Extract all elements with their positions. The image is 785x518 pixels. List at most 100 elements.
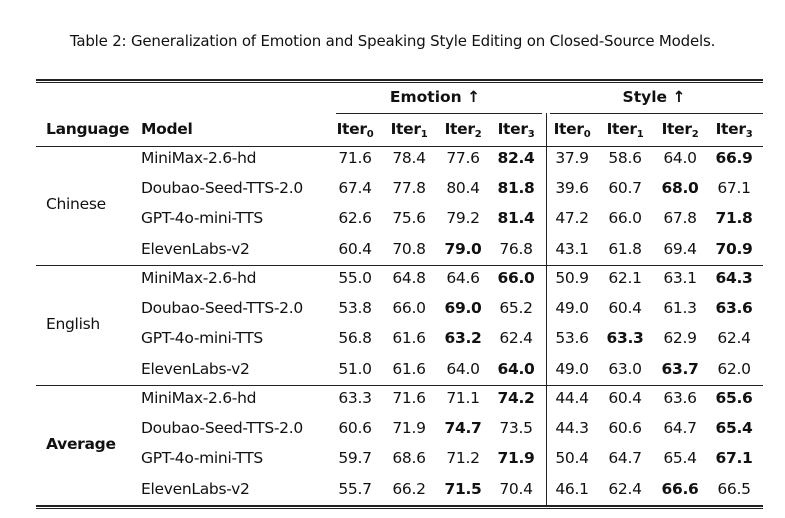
score-cell: 63.1 xyxy=(663,269,697,287)
score-cell: 60.6 xyxy=(338,419,372,438)
model-name: MiniMax-2.6-hd xyxy=(141,389,257,407)
score-cell: 51.0 xyxy=(338,359,372,378)
score-cell: 47.2 xyxy=(555,209,589,228)
iter-label: Iter xyxy=(444,120,475,138)
score-cell: 60.4 xyxy=(608,299,642,318)
score-cell: 61.3 xyxy=(663,299,697,318)
header-language: Language xyxy=(46,120,130,138)
score-cell: 66.0 xyxy=(497,269,535,287)
score-cell: 73.5 xyxy=(499,419,533,438)
score-cell: 65.6 xyxy=(715,389,753,407)
score-cell: 65.4 xyxy=(663,449,697,468)
score-cell: 50.9 xyxy=(555,269,589,287)
bottom-rule xyxy=(36,505,763,507)
score-cell: 70.9 xyxy=(715,239,753,258)
header-iter: Iter1 xyxy=(382,119,436,140)
score-cell: 62.6 xyxy=(338,209,372,228)
score-cell: 61.8 xyxy=(608,239,642,258)
header-rule xyxy=(36,146,763,147)
score-cell: 60.7 xyxy=(608,179,642,198)
score-cell: 81.4 xyxy=(497,209,535,228)
iter-label: Iter xyxy=(715,120,746,138)
header-iter: Iter3 xyxy=(489,119,543,140)
language-label: English xyxy=(46,315,100,333)
score-cell: 63.0 xyxy=(608,359,642,378)
score-cell: 80.4 xyxy=(446,179,480,198)
model-name: GPT-4o-mini-TTS xyxy=(141,449,263,468)
score-cell: 64.0 xyxy=(497,359,535,378)
score-cell: 71.8 xyxy=(715,209,753,228)
score-cell: 55.0 xyxy=(338,269,372,287)
group-header-emotion: Emotion ↑ xyxy=(389,88,481,106)
score-cell: 69.4 xyxy=(663,239,697,258)
score-cell: 74.7 xyxy=(444,419,482,438)
score-cell: 56.8 xyxy=(338,329,372,348)
iter-label: Iter xyxy=(336,120,367,138)
score-cell: 60.6 xyxy=(608,419,642,438)
score-cell: 63.3 xyxy=(338,389,372,407)
score-cell: 76.8 xyxy=(499,239,533,258)
score-cell: 66.6 xyxy=(661,479,699,498)
score-cell: 63.6 xyxy=(715,299,753,318)
model-name: MiniMax-2.6-hd xyxy=(141,149,257,167)
score-cell: 58.6 xyxy=(608,149,642,167)
score-cell: 67.1 xyxy=(717,179,751,198)
table-caption: Table 2: Generalization of Emotion and S… xyxy=(69,32,716,50)
score-cell: 64.6 xyxy=(446,269,480,287)
iter-label: Iter xyxy=(606,120,637,138)
iter-label: Iter xyxy=(497,120,528,138)
score-cell: 63.6 xyxy=(663,389,697,407)
column-divider xyxy=(546,113,547,506)
model-name: GPT-4o-mini-TTS xyxy=(141,329,263,348)
score-cell: 79.0 xyxy=(444,239,482,258)
model-name: Doubao-Seed-TTS-2.0 xyxy=(141,299,303,318)
score-cell: 66.9 xyxy=(715,149,753,167)
score-cell: 71.9 xyxy=(392,419,426,438)
score-cell: 70.8 xyxy=(392,239,426,258)
iter-index: 3 xyxy=(527,129,535,140)
iter-label: Iter xyxy=(390,120,421,138)
score-cell: 77.8 xyxy=(392,179,426,198)
score-cell: 63.3 xyxy=(606,329,644,348)
score-cell: 62.0 xyxy=(717,359,751,378)
score-cell: 62.4 xyxy=(717,329,751,348)
score-cell: 37.9 xyxy=(555,149,589,167)
score-cell: 53.6 xyxy=(555,329,589,348)
score-cell: 53.8 xyxy=(338,299,372,318)
iter-index: 2 xyxy=(474,129,482,140)
model-name: ElevenLabs-v2 xyxy=(141,359,250,378)
score-cell: 59.7 xyxy=(338,449,372,468)
score-cell: 64.0 xyxy=(663,149,697,167)
model-name: ElevenLabs-v2 xyxy=(141,239,250,258)
score-cell: 44.3 xyxy=(555,419,589,438)
top-rule-2 xyxy=(36,82,763,83)
score-cell: 67.4 xyxy=(338,179,372,198)
score-cell: 66.0 xyxy=(608,209,642,228)
score-cell: 61.6 xyxy=(392,359,426,378)
score-cell: 64.3 xyxy=(715,269,753,287)
score-cell: 75.6 xyxy=(392,209,426,228)
iter-index: 1 xyxy=(420,129,428,140)
score-cell: 66.2 xyxy=(392,479,426,498)
score-cell: 65.4 xyxy=(715,419,753,438)
iter-index: 2 xyxy=(691,129,699,140)
score-cell: 71.2 xyxy=(446,449,480,468)
header-iter: Iter0 xyxy=(328,119,382,140)
model-name: MiniMax-2.6-hd xyxy=(141,269,257,287)
header-iter: Iter2 xyxy=(653,119,707,140)
score-cell: 62.4 xyxy=(499,329,533,348)
iter-label: Iter xyxy=(553,120,584,138)
score-cell: 66.0 xyxy=(392,299,426,318)
score-cell: 78.4 xyxy=(392,149,426,167)
score-cell: 43.1 xyxy=(555,239,589,258)
iter-index: 0 xyxy=(583,129,591,140)
score-cell: 64.7 xyxy=(608,449,642,468)
score-cell: 71.6 xyxy=(338,149,372,167)
cmidrule-emotion xyxy=(336,113,542,114)
score-cell: 62.1 xyxy=(608,269,642,287)
score-cell: 64.0 xyxy=(446,359,480,378)
score-cell: 67.1 xyxy=(715,449,753,468)
score-cell: 74.2 xyxy=(497,389,535,407)
language-label: Chinese xyxy=(46,195,106,213)
header-iter: Iter3 xyxy=(707,119,761,140)
